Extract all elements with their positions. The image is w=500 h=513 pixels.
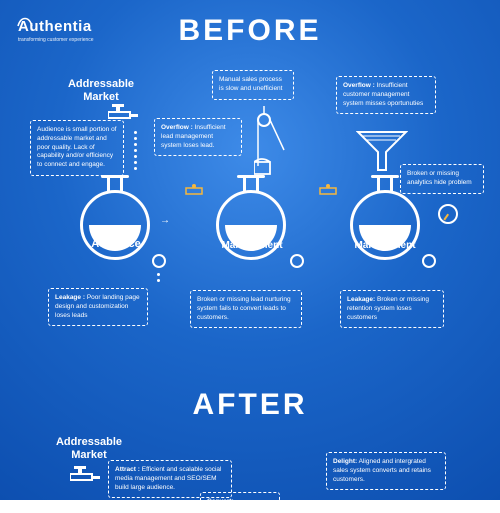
box-manual-sales: Manual sales process is slow and uneffic…: [212, 70, 294, 100]
box-nurturing: Broken or missing lead nurturing system …: [190, 290, 302, 328]
pulley-icon: [254, 106, 294, 181]
leak-lead-icon: [290, 254, 304, 268]
audience-flask-icon: [80, 190, 150, 260]
arrow-aud-to-lead-icon: →: [160, 215, 170, 226]
box-text: Broken or missing analytics hide problem: [407, 170, 472, 186]
box-analytics: Broken or missing analytics hide problem: [400, 164, 484, 194]
lead-flask-icon: [216, 190, 286, 260]
leak-audience-icon: [152, 254, 166, 268]
box-title: Attract :: [115, 466, 140, 473]
after-heading: AFTER: [0, 388, 500, 422]
box-audience-note: Audience is small portion of addressable…: [30, 120, 124, 176]
box-text: Manual sales process is slow and uneffic…: [219, 76, 282, 92]
before-heading: BEFORE: [0, 14, 500, 48]
box-title: Convert:: [207, 498, 234, 505]
box-overflow-lead: Overflow : Insufficient lead management …: [154, 118, 242, 156]
valve-2-icon: [316, 184, 340, 201]
leak-audience-drops: [157, 270, 160, 285]
box-overflow-cust: Overflow : Insufficient customer managem…: [336, 76, 436, 114]
addressable-market-label: Addressable Market: [56, 78, 146, 103]
box-title: Leakage:: [347, 296, 375, 303]
box-leakage-customer: Leakage: Broken or missing retention sys…: [340, 290, 444, 328]
box-convert: Convert:: [200, 492, 280, 513]
audience-flask-neck: [107, 177, 123, 191]
meter-icon: [438, 204, 458, 224]
valve-1-icon: [182, 184, 206, 201]
box-title: Overflow :: [161, 124, 193, 131]
addressable-market-2-label: Addressable Market: [44, 436, 134, 461]
customer-flask-icon: [350, 190, 420, 260]
box-title: Overflow :: [343, 82, 375, 89]
tap-drops-icon: [134, 128, 137, 173]
box-title: Delight:: [333, 458, 357, 465]
box-delight: Delight: Aligned and intergrated sales s…: [326, 452, 446, 490]
box-text: Broken or missing lead nurturing system …: [197, 296, 291, 321]
box-title: Leakage :: [55, 294, 85, 301]
leak-customer-icon: [422, 254, 436, 268]
tap-2-icon: [70, 466, 104, 488]
box-text: Audience is small portion of addressable…: [37, 126, 117, 168]
box-leakage-audience: Leakage : Poor landing page design and c…: [48, 288, 148, 326]
